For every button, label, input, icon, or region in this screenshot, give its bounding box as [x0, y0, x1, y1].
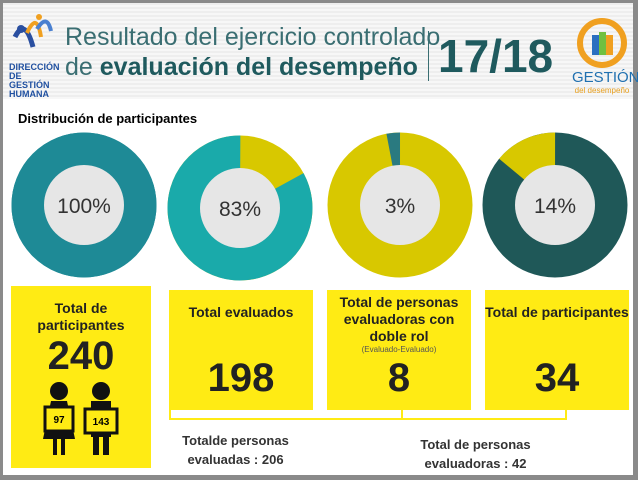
bracket-evaluators [401, 408, 567, 420]
donut-chart-2: 83% [167, 135, 313, 281]
footer-evaluators: Total de personas evaluadoras : 42 [420, 437, 531, 471]
donut-hole [515, 165, 595, 245]
donut-chart-4: 14% [482, 132, 628, 278]
card-note: (Evaluado-Evaluado) [361, 345, 437, 354]
people-logo-icon [12, 14, 53, 48]
card-value: 240 [47, 334, 115, 378]
card-title: Total de personas evaluadoras con doble … [339, 294, 459, 344]
header: DIRECCIÓN DE GESTIÓN HUMANA Resultado de… [3, 3, 638, 99]
section-title: Distribución de participantes [18, 111, 198, 126]
bracket-evaluated [169, 408, 403, 420]
donut-label: 83% [219, 198, 261, 221]
logo-direccion-gestion-humana: DIRECCIÓN DE GESTIÓN HUMANA [9, 62, 60, 99]
men-count: 143 [93, 417, 110, 428]
card-total-participantes: Total de participantes 240 97 143 [11, 286, 151, 468]
donut-label: 3% [385, 195, 415, 218]
gestion-logo-icon [577, 18, 627, 68]
title-line1: Resultado del ejercicio controlado [65, 23, 441, 51]
infographic: DIRECCIÓN DE GESTIÓN HUMANA Resultado de… [3, 3, 638, 475]
title-line2: de evaluación del desempeño [65, 53, 418, 82]
donut-label: 100% [57, 195, 111, 218]
donut-hole [360, 165, 440, 245]
donut-value [167, 135, 313, 281]
title-prefix: de [65, 53, 100, 81]
donut-chart-3: 3% [327, 132, 473, 278]
footer-evaluated: Totalde personas evaluadas : 206 [182, 433, 289, 467]
card-title: Total de participantes [37, 300, 125, 333]
card-total-evaluados: Total evaluados 198 [169, 290, 313, 410]
donut-chart-1: 100% [11, 132, 157, 278]
donut-label: 14% [534, 195, 576, 218]
donut-value [11, 132, 157, 278]
card-title: Total evaluados [188, 304, 294, 320]
title-bold: evaluación del desempeño [99, 53, 418, 81]
card-value: 8 [387, 356, 411, 400]
card-value: 34 [534, 356, 580, 400]
card-value: 198 [207, 356, 275, 400]
logo-gestion-sub: del desempeño [574, 86, 630, 95]
card-doble-rol: Total de personas evaluadoras con doble … [327, 290, 471, 410]
women-count: 97 [53, 415, 65, 426]
women-men-icon: 97 143 [43, 382, 119, 455]
card-title: Total de participantes [485, 304, 629, 320]
period: 17/18 [438, 30, 554, 82]
donut-hole [200, 168, 280, 248]
donut-value [482, 132, 628, 278]
logo-gestion: GESTIÓN del desempeño [572, 69, 638, 95]
card-total-participantes-2: Total de participantes 34 [485, 290, 629, 410]
divider [428, 31, 429, 81]
logo-gestion-text: GESTIÓN [572, 69, 638, 86]
donut-hole [44, 165, 124, 245]
donut-value [327, 132, 473, 278]
